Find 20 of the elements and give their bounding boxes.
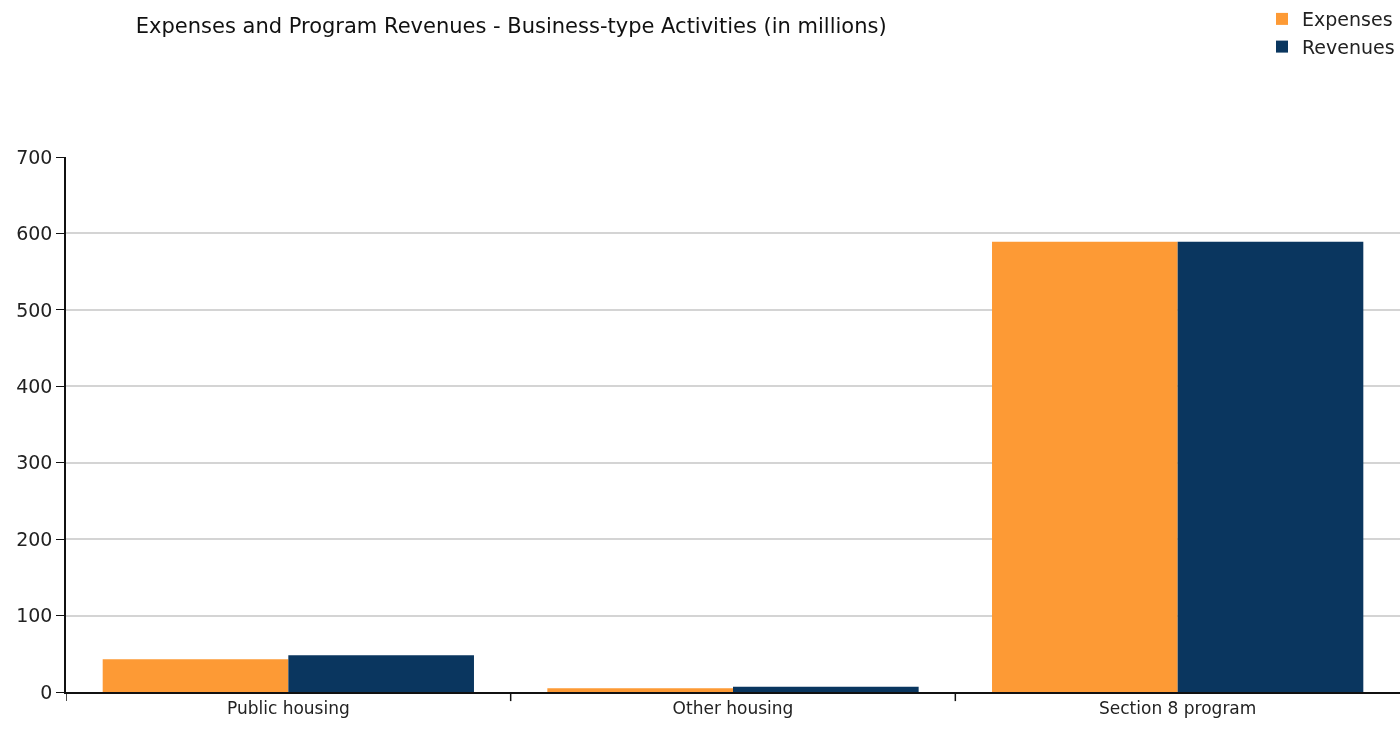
y-tick-label: 600 [16,222,53,245]
y-tick-label: 400 [16,374,53,397]
y-tick-label: 0 [40,680,53,703]
y-tick-label: 100 [16,604,53,627]
x-tick-label: Public housing [226,698,350,719]
bar [733,686,919,692]
legend-label: Revenues [1302,36,1395,59]
y-tick-label: 700 [16,145,53,168]
y-tick-label: 300 [16,451,53,474]
legend-label: Expenses [1302,8,1393,31]
x-tick-label: Section 8 program [1098,698,1257,719]
chart-title: Expenses and Program Revenues - Business-type Activities (in millions) [135,14,887,39]
y-tick-label: 500 [16,298,53,321]
x-tick-label: Other housing [672,698,794,719]
bar [102,659,289,692]
bar [288,655,474,692]
bar [992,241,1178,692]
bar [1177,241,1364,692]
y-tick-label: 200 [16,527,53,550]
bar [547,688,733,692]
